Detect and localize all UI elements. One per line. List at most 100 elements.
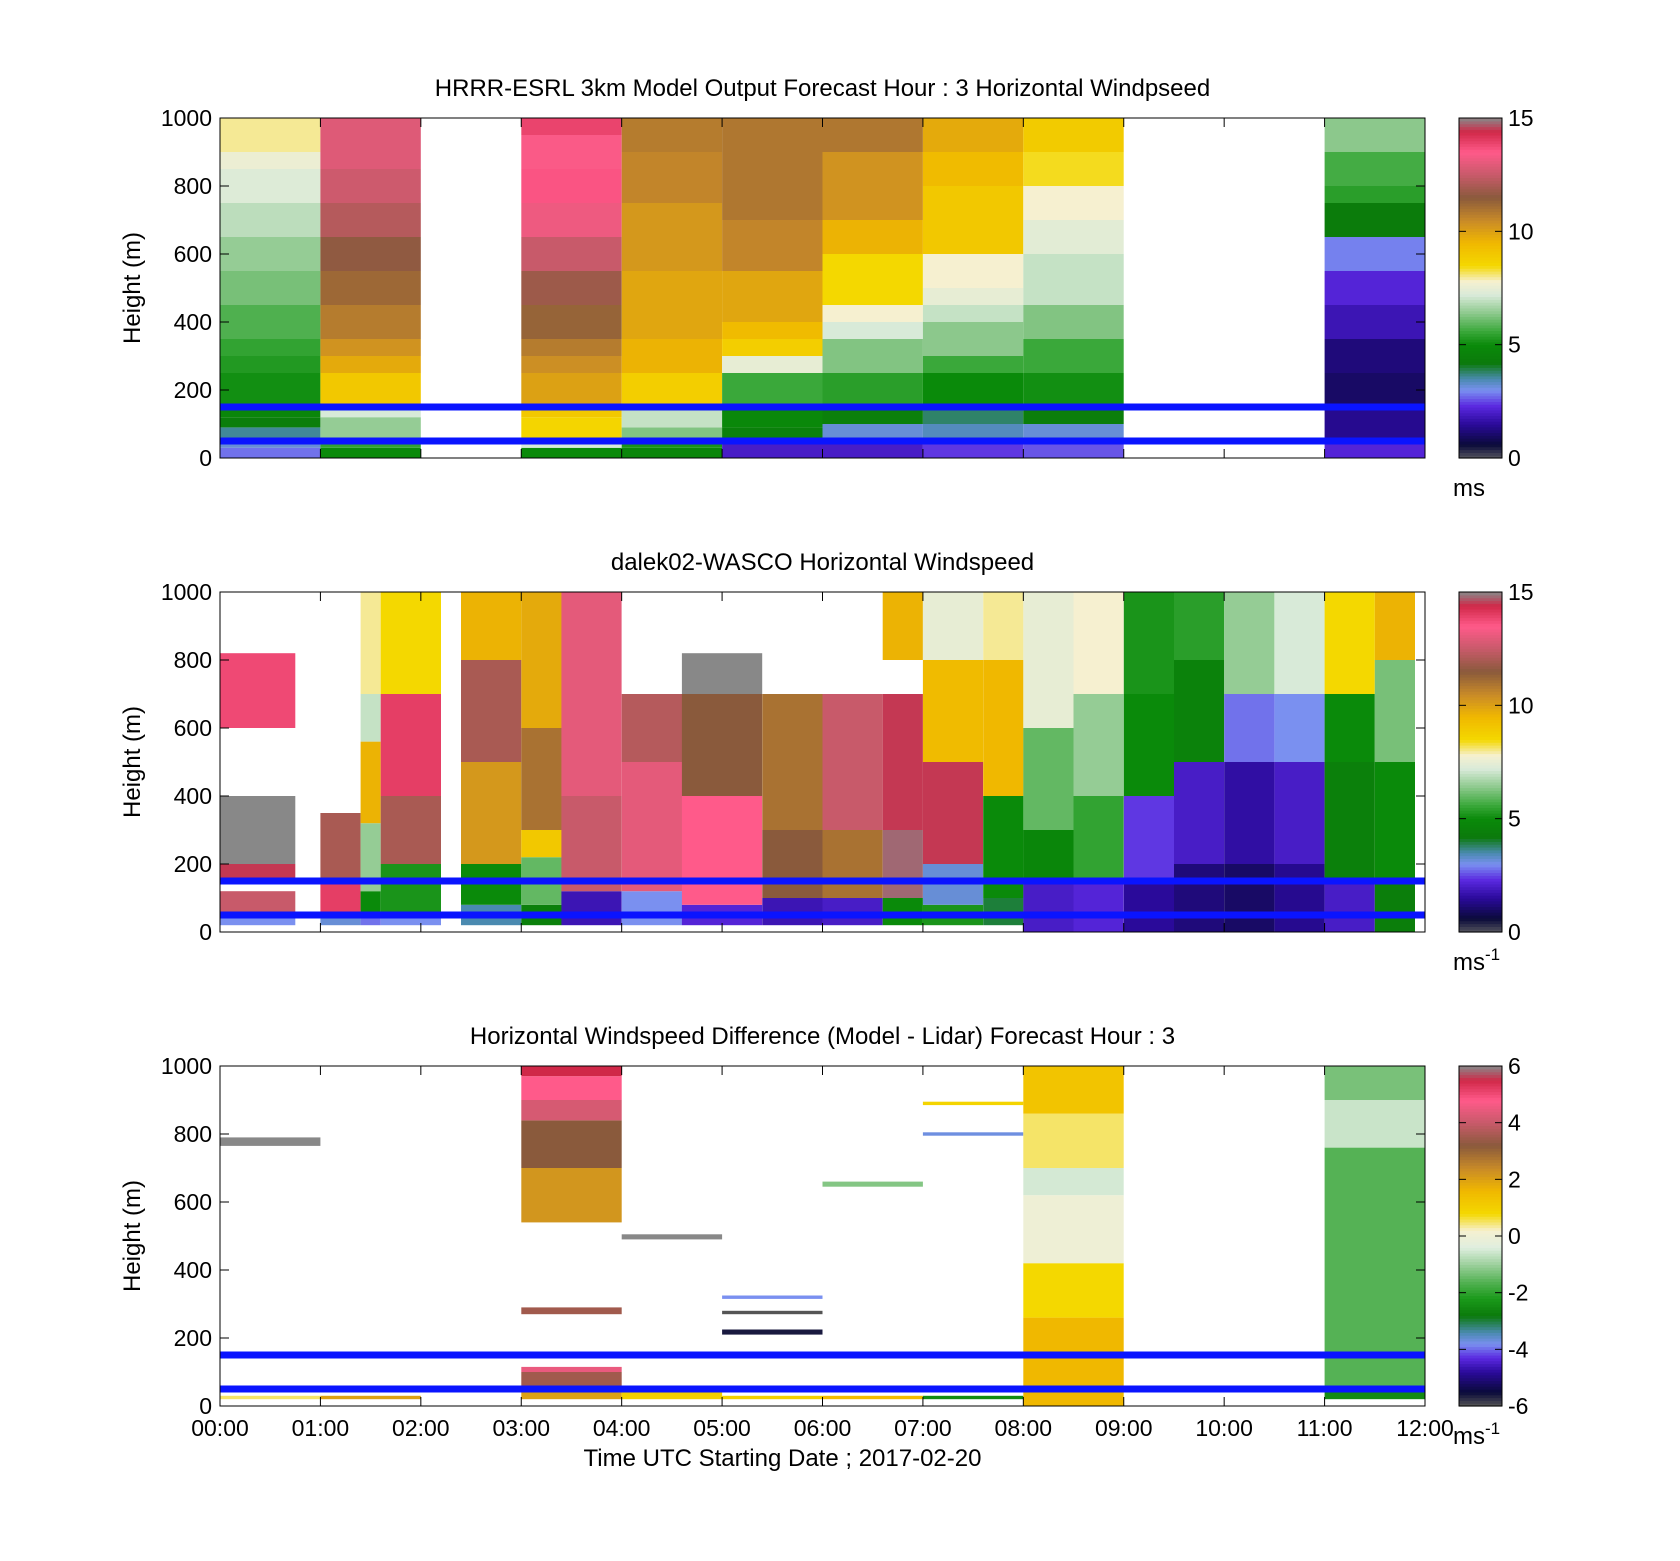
heatmap-cell (882, 694, 923, 830)
x-tick-label: 03:00 (492, 1415, 550, 1441)
heatmap-cell (360, 592, 381, 694)
colorbar-segment (1459, 421, 1502, 425)
heatmap-cell (621, 203, 723, 271)
colorbar-segment (1459, 1068, 1502, 1073)
colorbar-segment (1459, 1074, 1502, 1078)
heatmap-cell (220, 1395, 321, 1400)
heatmap-cell (722, 1310, 823, 1315)
heatmap-cell (722, 322, 823, 339)
heatmap-cell (521, 728, 562, 830)
colorbar-segment (1459, 1199, 1502, 1203)
colorbar-segment (1459, 384, 1502, 388)
colorbar-segment (1459, 279, 1502, 283)
y-tick-label: 0 (199, 919, 212, 945)
colorbar-tick-label: -2 (1508, 1280, 1528, 1306)
colorbar-segment (1459, 1139, 1502, 1144)
panel-title: dalek02-WASCO Horizontal Windspeed (611, 549, 1034, 576)
colorbar-segment (1459, 265, 1502, 269)
colorbar-segment (1459, 716, 1502, 721)
colorbar-segment (1459, 191, 1502, 196)
colorbar-segment (1459, 858, 1502, 862)
heatmap-cell (1023, 1113, 1124, 1168)
colorbar-segment (1459, 1309, 1502, 1314)
colorbar-segment (1459, 796, 1502, 800)
heatmap-cell (561, 592, 622, 796)
heatmap-cell (320, 169, 421, 203)
heatmap-cell (922, 407, 1024, 424)
heatmap-cell (1023, 118, 1124, 152)
colorbar-segment (1459, 1117, 1502, 1121)
x-tick-label: 08:00 (995, 1415, 1053, 1441)
colorbar-segment (1459, 1111, 1502, 1115)
heatmap-cell (320, 356, 421, 373)
y-tick-label: 0 (199, 1393, 212, 1419)
heatmap-cell (722, 220, 823, 271)
colorbar-segment (1459, 770, 1502, 774)
colorbar-segment (1459, 177, 1502, 181)
colorbar-segment (1459, 861, 1502, 865)
colorbar-unit-label: ms-1 (1453, 945, 1500, 976)
colorbar-segment (1459, 1136, 1502, 1141)
colorbar-segment (1459, 923, 1502, 927)
colorbar-segment (1459, 1253, 1502, 1257)
heatmap-cell (1174, 660, 1225, 762)
heatmap-cell (762, 694, 823, 830)
colorbar-segment (1459, 875, 1502, 879)
colorbar-segment (1459, 404, 1502, 408)
colorbar-segment (1459, 1380, 1502, 1384)
heatmap-cell (1324, 373, 1425, 407)
colorbar-segment (1459, 1094, 1502, 1098)
colorbar-segment (1459, 810, 1502, 814)
heatmap-cell (681, 796, 763, 905)
colorbar-segment (1459, 432, 1502, 436)
colorbar-segment (1459, 137, 1502, 142)
colorbar-segment (1459, 205, 1502, 210)
colorbar-segment (1459, 1128, 1502, 1132)
x-tick-label: 04:00 (593, 1415, 651, 1441)
colorbar-segment (1459, 1162, 1502, 1166)
colorbar-segment (1459, 1244, 1502, 1248)
colorbar-segment (1459, 186, 1502, 190)
colorbar-segment (1459, 657, 1502, 661)
heatmap-cell (1023, 1263, 1124, 1318)
colorbar-segment (1459, 648, 1502, 653)
heatmap-cell (922, 441, 1024, 458)
colorbar-segment (1459, 237, 1502, 241)
colorbar-segment (1459, 592, 1502, 596)
colorbar-segment (1459, 804, 1502, 808)
colorbar-segment (1459, 1281, 1502, 1285)
heatmap-cell (220, 356, 321, 373)
colorbar-tick-label: 5 (1508, 332, 1521, 358)
colorbar-segment (1459, 1088, 1502, 1093)
panel-2: dalek02-WASCO Horizontal Windspeed 0 200 40… (119, 549, 1534, 976)
colorbar-segment (1459, 282, 1502, 286)
colorbar-segment (1459, 392, 1502, 397)
heatmap-cell (722, 407, 823, 428)
colorbar-segment (1459, 378, 1502, 383)
heatmap-cell (380, 694, 441, 796)
colorbar-segment (1459, 917, 1502, 922)
colorbar-segment (1459, 903, 1502, 908)
colorbar-segment (1459, 1312, 1502, 1316)
colorbar-segment (1459, 747, 1502, 752)
heatmap-cell (320, 237, 421, 271)
heatmap-cell (722, 1395, 823, 1400)
heatmap-cell (621, 762, 682, 892)
colorbar-segment (1459, 915, 1502, 919)
heatmap-cell (1374, 660, 1415, 762)
colorbar-segment (1459, 449, 1502, 453)
colorbar-segment (1459, 841, 1502, 845)
colorbar-segment (1459, 225, 1502, 230)
colorbar-segment (1459, 324, 1502, 329)
y-tick-label: 400 (174, 309, 212, 335)
colorbar-segment (1459, 1168, 1502, 1172)
colorbar-segment (1459, 708, 1502, 712)
colorbar-segment (1459, 1108, 1502, 1112)
heatmap-cell (1324, 881, 1375, 932)
heatmap-cell (521, 447, 622, 458)
heatmap-cell (1324, 1066, 1425, 1100)
colorbar-unit-superscript: -1 (1485, 1419, 1500, 1438)
colorbar-segment (1459, 762, 1502, 766)
colorbar-segment (1459, 211, 1502, 215)
heatmap-cell (621, 271, 723, 339)
